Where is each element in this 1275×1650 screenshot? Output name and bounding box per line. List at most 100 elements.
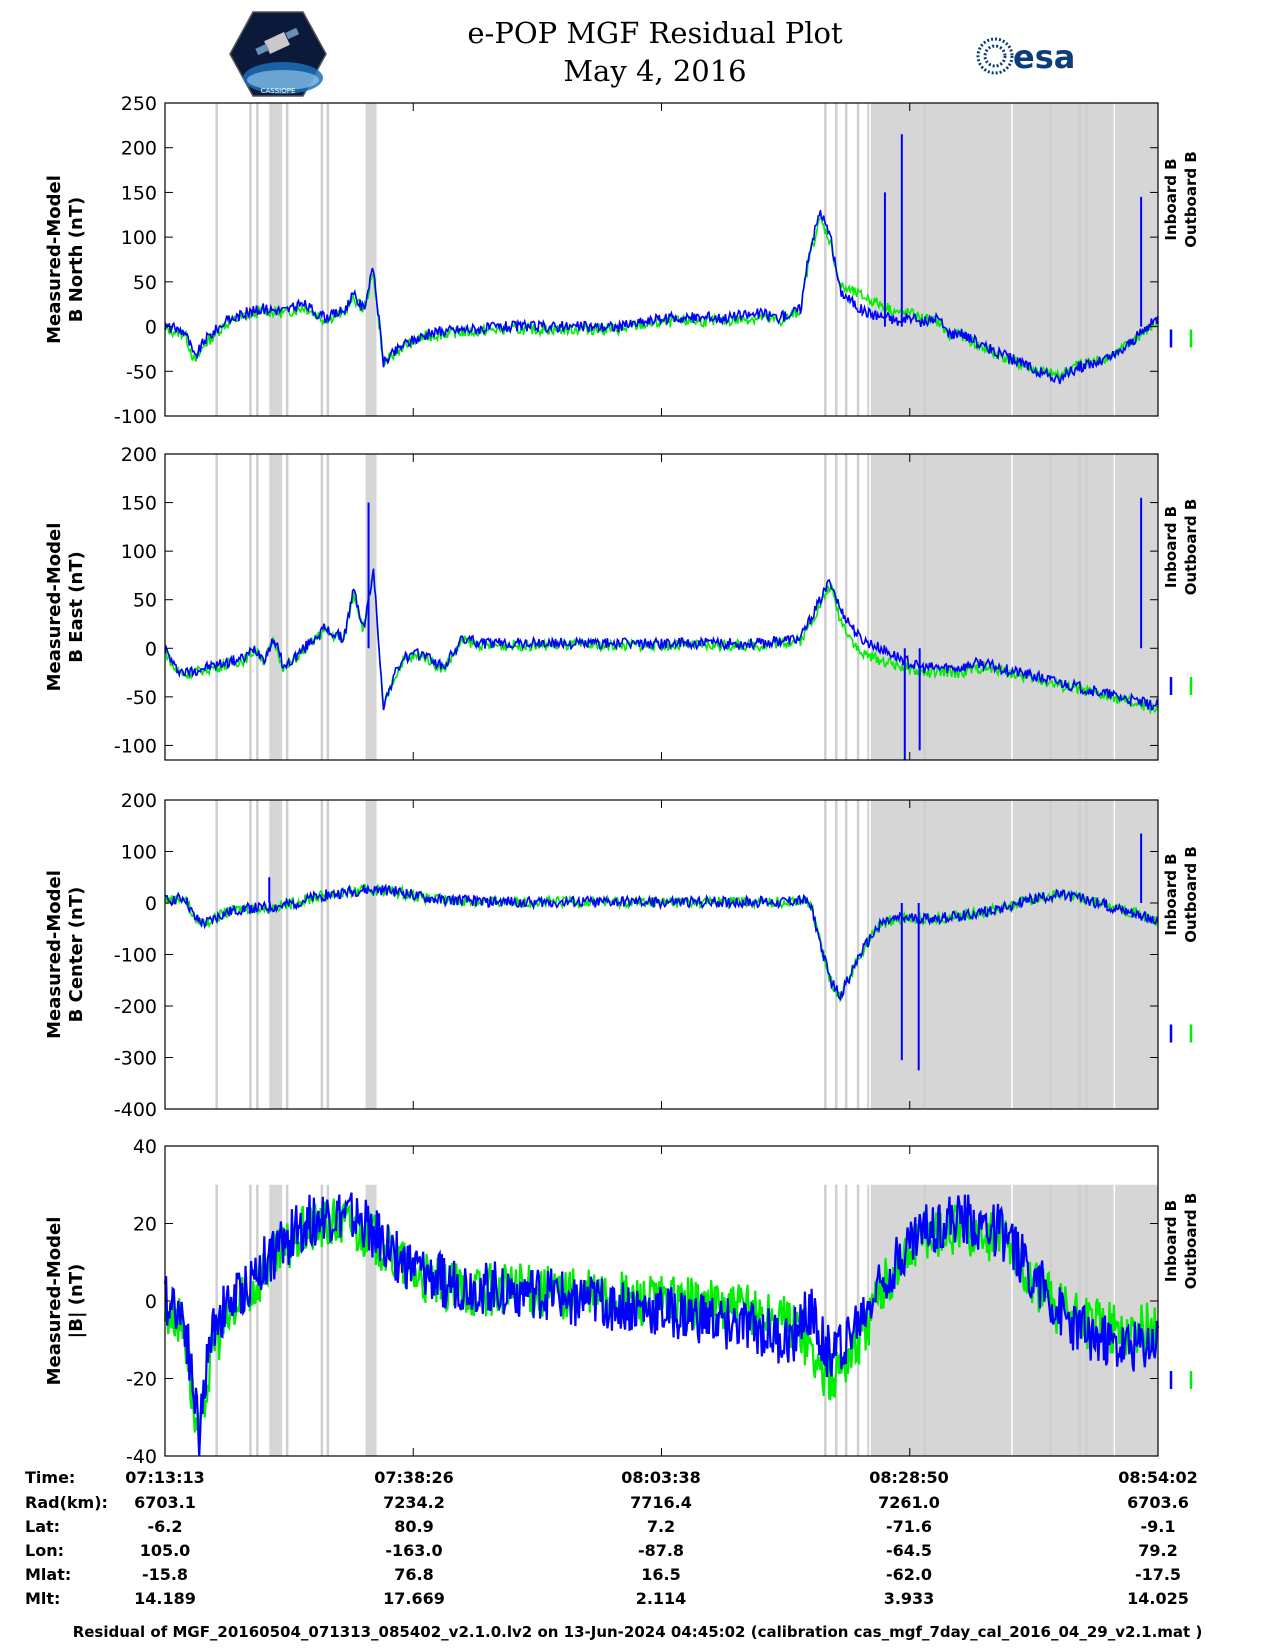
info-cell-mlt: 2.114 (635, 1589, 687, 1608)
data-gap-band (269, 103, 283, 416)
y-tick-label: -200 (114, 996, 157, 1018)
info-cell-lat: -71.6 (885, 1517, 933, 1536)
info-cell-rad: 7261.0 (878, 1493, 940, 1512)
esa-logo: esa (976, 37, 1075, 76)
info-cell-lon: -64.5 (885, 1541, 933, 1560)
info-cell-time: 08:54:02 (1118, 1468, 1198, 1487)
y-axis-label: Measured-Model (44, 870, 65, 1039)
legend-label: Inboard B (1162, 1200, 1180, 1282)
panel-1: -100 -50 0 50 100 150 200 250 Measured-Model B No… (44, 93, 1200, 428)
chart-title: e-POP MGF Residual Plot May 4, 2016 (0, 14, 1275, 90)
info-cell-lon: -87.8 (637, 1541, 685, 1560)
info-cell-mlat: 76.8 (394, 1565, 434, 1584)
info-row-label: Mlat: (25, 1565, 72, 1584)
y-tick-label: -100 (114, 406, 157, 428)
info-row-label: Lat: (25, 1517, 61, 1536)
cassiope-logo: CASSIOPE (229, 11, 327, 97)
y-axis-label: B East (nT) (66, 551, 87, 663)
cassiope-logo-text: CASSIOPE (261, 87, 296, 95)
info-cell-rad: 6703.1 (134, 1493, 196, 1512)
info-row-label: Rad(km): (25, 1493, 108, 1512)
info-row-label: Mlt: (25, 1589, 61, 1608)
legend-label: Outboard B (1182, 1193, 1200, 1290)
y-tick-label: -100 (114, 735, 157, 757)
y-tick-label: 200 (121, 444, 157, 466)
y-tick-label: -100 (114, 945, 157, 967)
panel-4: -40 -20 0 20 40 Measured-Model |B| (nT) Inboard… (44, 1136, 1200, 1468)
info-cell-time: 08:28:50 (869, 1468, 949, 1487)
info-cell-lon: 79.2 (1138, 1541, 1178, 1560)
title-line-1: e-POP MGF Residual Plot (467, 16, 843, 50)
y-tick-label: 0 (145, 893, 157, 915)
y-tick-label: 200 (121, 790, 157, 812)
data-gap-band (269, 800, 283, 1109)
y-tick-label: 200 (121, 138, 157, 160)
y-axis-label: Measured-Model (44, 175, 65, 344)
y-tick-label: 100 (121, 227, 157, 249)
info-cell-mlt: 17.669 (383, 1589, 445, 1608)
info-cell-mlat: -15.8 (141, 1565, 189, 1584)
info-cell-lat: -6.2 (147, 1517, 183, 1536)
data-gap-band (365, 454, 377, 760)
y-tick-label: -50 (126, 687, 157, 709)
y-tick-label: 150 (121, 182, 157, 204)
y-tick-label: 0 (145, 638, 157, 660)
y-axis-label: Measured-Model (44, 1217, 65, 1386)
y-tick-label: 100 (121, 842, 157, 864)
inboard-series-line (163, 1192, 1160, 1457)
legend-label: Outboard B (1182, 846, 1200, 943)
info-cell-lon: 105.0 (139, 1541, 191, 1560)
data-gap-band (365, 800, 377, 1109)
info-cell-rad: 7234.2 (383, 1493, 445, 1512)
inboard-series-line (164, 568, 1159, 711)
info-cell-lon: -163.0 (385, 1541, 443, 1560)
y-tick-label: -40 (126, 1446, 157, 1468)
info-cell-mlt: 14.025 (1127, 1589, 1189, 1608)
y-tick-label: 50 (133, 590, 157, 612)
esa-logo-text: esa (1013, 38, 1075, 76)
panel-3: -400 -300 -200 -100 0 100 200 Measured-Model B C… (44, 790, 1200, 1121)
info-cell-mlat: 16.5 (641, 1565, 681, 1584)
y-tick-label: -400 (114, 1099, 157, 1121)
y-tick-label: 0 (145, 1291, 157, 1313)
inboard-series-line (164, 210, 1159, 385)
info-cell-rad: 6703.6 (1127, 1493, 1189, 1512)
info-row-label: Time: (25, 1468, 76, 1487)
info-cell-mlat: -62.0 (885, 1565, 933, 1584)
legend-label: Outboard B (1182, 499, 1200, 596)
legend-label: Inboard B (1162, 506, 1180, 588)
y-tick-label: 100 (121, 541, 157, 563)
info-cell-time: 07:13:13 (125, 1468, 205, 1487)
y-tick-label: 50 (133, 272, 157, 294)
orbit-info-table: Time: Rad(km): Lat: Lon: Mlat: Mlt: 07:13:13 67… (0, 1468, 1275, 1618)
info-cell-time: 08:03:38 (621, 1468, 701, 1487)
info-cell-lat: 7.2 (646, 1517, 676, 1536)
y-axis-label: |B| (nT) (66, 1264, 87, 1339)
y-tick-label: -20 (126, 1369, 157, 1391)
y-tick-label: -50 (126, 361, 157, 383)
y-tick-label: -300 (114, 1048, 157, 1070)
y-tick-label: 0 (145, 317, 157, 339)
y-axis-label: Measured-Model (44, 523, 65, 692)
panel-2: -100 -50 0 50 100 150 200 Measured-Model B East … (44, 444, 1200, 761)
y-tick-label: 20 (133, 1214, 157, 1236)
y-axis-label: B Center (nT) (66, 887, 87, 1023)
y-tick-label: 250 (121, 93, 157, 115)
y-tick-label: 150 (121, 493, 157, 515)
info-cell-lat: 80.9 (394, 1517, 434, 1536)
legend-label: Inboard B (1162, 158, 1180, 240)
footer-caption: Residual of MGF_20160504_071313_085402_v… (72, 1623, 1203, 1641)
y-tick-label: 40 (133, 1136, 157, 1158)
info-row-label: Lon: (25, 1541, 64, 1560)
title-line-2: May 4, 2016 (563, 54, 747, 88)
data-gap-band (365, 103, 377, 416)
data-gap-band (269, 454, 283, 760)
y-axis-label: B North (nT) (66, 197, 87, 323)
info-cell-mlt: 14.189 (134, 1589, 196, 1608)
data-gap-band (365, 1184, 377, 1456)
info-cell-rad: 7716.4 (630, 1493, 692, 1512)
info-cell-time: 07:38:26 (374, 1468, 454, 1487)
legend-label: Outboard B (1182, 151, 1200, 248)
inboard-series-line (164, 883, 1159, 1001)
